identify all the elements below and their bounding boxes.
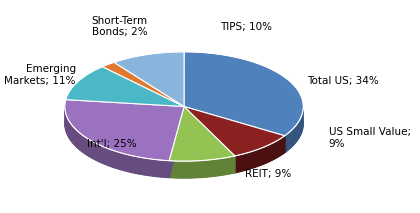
Polygon shape	[66, 67, 184, 106]
Text: Total US; 34%: Total US; 34%	[307, 76, 379, 86]
Ellipse shape	[65, 69, 303, 178]
Polygon shape	[114, 52, 184, 106]
Polygon shape	[169, 106, 184, 178]
Polygon shape	[184, 106, 285, 156]
Polygon shape	[184, 106, 235, 173]
Text: REIT; 9%: REIT; 9%	[245, 169, 292, 179]
Polygon shape	[184, 106, 285, 153]
Polygon shape	[184, 52, 303, 136]
Polygon shape	[169, 156, 235, 178]
Polygon shape	[65, 100, 184, 161]
Text: Short-Term
Bonds; 2%: Short-Term Bonds; 2%	[92, 16, 148, 37]
Text: TIPS; 10%: TIPS; 10%	[220, 22, 272, 32]
Text: Int'l; 25%: Int'l; 25%	[87, 139, 137, 149]
Text: Emerging
Markets; 11%: Emerging Markets; 11%	[4, 64, 76, 86]
Polygon shape	[184, 106, 285, 153]
Polygon shape	[184, 106, 235, 173]
Polygon shape	[169, 106, 184, 178]
Polygon shape	[235, 136, 285, 173]
Polygon shape	[285, 109, 303, 153]
Polygon shape	[102, 62, 184, 106]
Polygon shape	[65, 107, 169, 178]
Polygon shape	[169, 106, 235, 161]
Text: US Small Value;
9%: US Small Value; 9%	[328, 127, 411, 149]
